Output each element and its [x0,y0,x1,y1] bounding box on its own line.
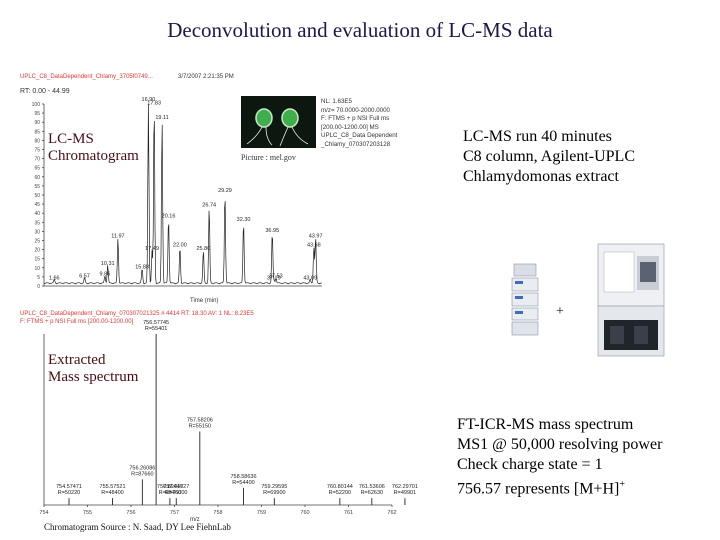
spectrum-peak-mz: 761.53606 [359,484,385,490]
chromatogram-y-tick-label: 15 [34,257,40,263]
spectrum-peak-resolution: R=55401 [145,326,167,332]
spectrum-peak-mz: 762.29701 [392,484,418,490]
spectrum-peak-resolution: R=48400 [101,490,123,496]
chromatogram-y-tick-label: 60 [34,175,40,181]
spectrum-peak-mz: 759.29595 [261,484,287,490]
chromatogram-y-tick-label: 55 [34,184,40,190]
chromatogram-peak-label: 43.09 [303,275,317,281]
chromatogram-peak-label: 19.11 [155,115,168,121]
spectrum-peak-resolution: R=75000 [165,490,187,496]
chromatogram-peak-label: 15.88 [135,264,149,270]
chromatogram-trace [43,103,322,285]
spectrum-peak-resolution: R=50220 [58,490,80,496]
ft-icr-ms-instrument-picture [597,243,665,357]
spectrum-peak-mz: 757.04027 [163,484,189,490]
spectrum-peak-resolution: R=52200 [329,490,351,496]
chromatogram-y-tick-label: 10 [34,266,40,272]
chromatogram-peak-label: 43.68 [307,243,321,249]
chromatogram-peak-label: 20.16 [162,213,176,219]
spectrum-x-tick-label: 762 [387,510,396,516]
spectrum-filter: F: FTMS + p NSI Full ms [200.00-1200.00] [20,319,134,325]
spectrum-peak-resolution: R=85460 [159,490,181,496]
spectrum-peak-mz: 758.58636 [231,474,257,480]
spectrum-peak-mz: 756.26086 [129,465,155,471]
spectrum-peak-mz: 756.57745 [143,320,169,326]
chromatogram-y-tick-label: 95 [34,111,40,117]
cell-picture-caption: Picture : mel.gov [241,153,296,162]
spectrum-x-tick-label: 761 [344,510,353,516]
chromatogram-y-tick-label: 5 [37,275,40,281]
footer-source: Chromatogram Source : N. Saad, DY Lee Fi… [44,522,231,532]
chromatogram-y-tick-label: 20 [34,248,40,254]
spectrum-peak-mz: 755.57521 [100,484,126,490]
spectrum-peak-resolution: R=55150 [189,423,211,429]
chromatogram-meta: NL: 1.63E5 m/z= 70.0000-2000.0000 F: FTM… [321,98,398,148]
spectrum-x-tick-label: 754 [39,510,48,516]
chromatogram-y-tick-label: 50 [34,193,40,199]
page-title: Deconvolution and evaluation of LC-MS da… [167,18,553,42]
chromatogram-label: LC-MS Chromatogram [48,131,139,164]
spectrum-peak-mz: 757.58206 [187,417,213,423]
chromatogram-peak-label: 25.80 [197,246,211,252]
ms-info-text: FT-ICR-MS mass spectrum MS1 @ 50,000 res… [457,416,663,498]
mass-spectrum-plot: 754 755 756 757 758 759 760 761 762 754.57471R=50… [39,320,418,516]
spectrum-peak-resolution: R=87660 [131,471,153,477]
chromatogram-peak-label: 16.90 [142,97,156,103]
spectrum-x-tick-label: 757 [170,510,179,516]
spectrum-peak-mz: 756.89417 [157,484,183,490]
chromatogram-y-tick-label: 40 [34,211,40,217]
plus-sign: + [556,304,564,319]
chromatogram-peak-label: 29.29 [218,188,232,194]
chromatogram-y-tick-label: 35 [34,220,40,226]
chromatogram-peak-label: 43.97 [309,234,323,240]
spectrum-peak-resolution: R=49901 [394,490,416,496]
uplc-instrument-picture [511,263,539,336]
chromatogram-peak-label: 26.74 [202,203,216,209]
chromatogram-y-tick-label: 90 [34,120,40,126]
chromatogram-date: 3/7/2007 2:21:35 PM [178,74,234,80]
spectrum-peak-resolution: R=69900 [263,490,285,496]
spectrum-x-tick-label: 755 [83,510,92,516]
chromatogram-y-tick-label: 75 [34,148,40,154]
chromatogram-y-tick-label: 65 [34,166,40,172]
chromatogram-header: UPLC_C8_DataDependent_Chlamy_3705f0749..… [20,74,153,80]
chromatogram-peak-label: 11.97 [111,234,124,240]
spectrum-peak-mz: 754.57471 [56,484,82,490]
chromatogram-peak-label: 37.53 [269,274,283,280]
mass-spectrum-label: Extracted Mass spectrum [48,352,139,385]
spectrum-peak-mz: 760.80144 [327,484,353,490]
chromatogram-peak-label: 17.49 [145,246,159,252]
spectrum-peak-resolution: R=54400 [232,480,254,486]
chromatogram-y-tick-label: 25 [34,239,40,245]
spectrum-x-tick-label: 760 [300,510,309,516]
chromatogram-peak-label: 22.00 [173,243,187,249]
chromatogram-peak-label: 36.95 [265,228,279,234]
chromatogram-peak-label: 6.57 [79,274,90,280]
chromatogram-y-tick-label: 30 [34,229,40,235]
run-info-text: LC-MS run 40 minutes C8 column, Agilent-… [463,128,635,185]
chromatogram-y-tick-label: 80 [34,138,40,144]
chromatogram-x-axis-label: Time (min) [190,298,219,304]
chromatogram-rt-range: RT: 0.00 - 44.99 [20,88,70,95]
spectrum-x-tick-label: 759 [257,510,266,516]
chromatogram-peak-label: 1.66 [49,275,60,281]
chromatogram-y-tick-label: 85 [34,129,40,135]
chromatogram-y-tick-label: 100 [32,102,41,108]
spectrum-peak-resolution: R=62630 [361,490,383,496]
chromatogram-peak-label: 17.83 [147,101,161,107]
spectrum-x-tick-label: 756 [126,510,135,516]
chromatogram-peak-label: 9.86 [100,272,111,278]
spectrum-header: UPLC_C8_DataDependent_Chlamy_07030702132… [20,311,254,317]
chromatogram-peak-label: 10.31 [101,261,115,267]
spectrum-x-tick-label: 758 [213,510,222,516]
chromatogram-plot: 1009590858075706560555045403530252015105… [32,97,323,290]
spectrum-x-axis-label: m/z [190,517,200,523]
chromatogram-y-tick-label: 70 [34,157,40,163]
chromatogram-peak-label: 32.30 [237,217,251,223]
chromatogram-y-tick-label: 0 [37,284,40,290]
cell-microscopy-picture [241,96,316,148]
chromatogram-y-tick-label: 45 [34,202,40,208]
chromatogram-peak-label: 37.19 [267,275,281,281]
